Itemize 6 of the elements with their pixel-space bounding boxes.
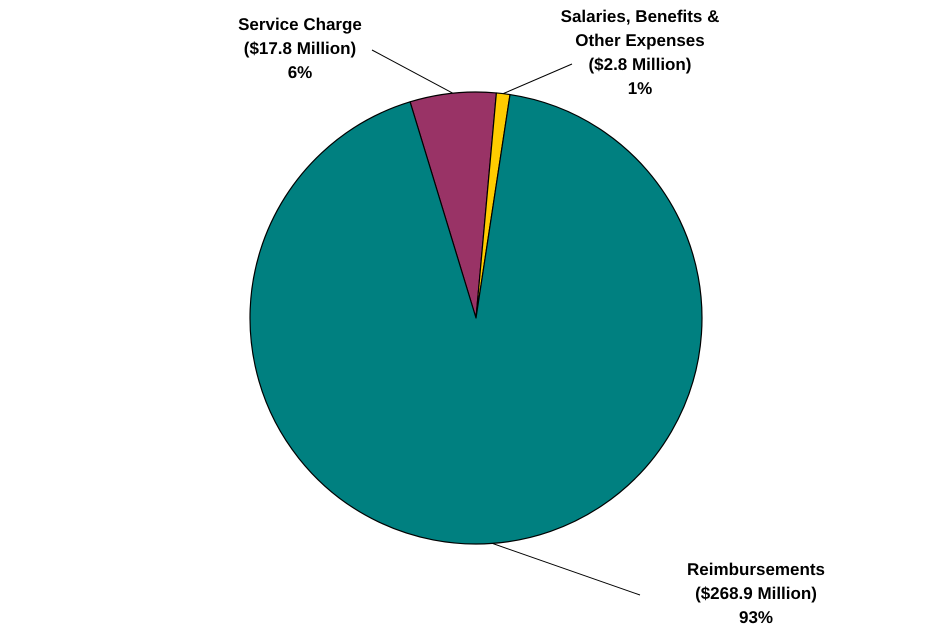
slice-label: Reimbursements — [687, 560, 825, 579]
data-label: ($2.8 Million) 1% — [588, 55, 692, 98]
data-label: ($17.8 Million) 6% — [244, 39, 356, 82]
data-label: ($268.9 Million) 93% — [695, 584, 817, 627]
slice-label: Salaries, Benefits & Other Expenses — [560, 7, 720, 50]
slice-label: Service Charge — [238, 15, 362, 34]
